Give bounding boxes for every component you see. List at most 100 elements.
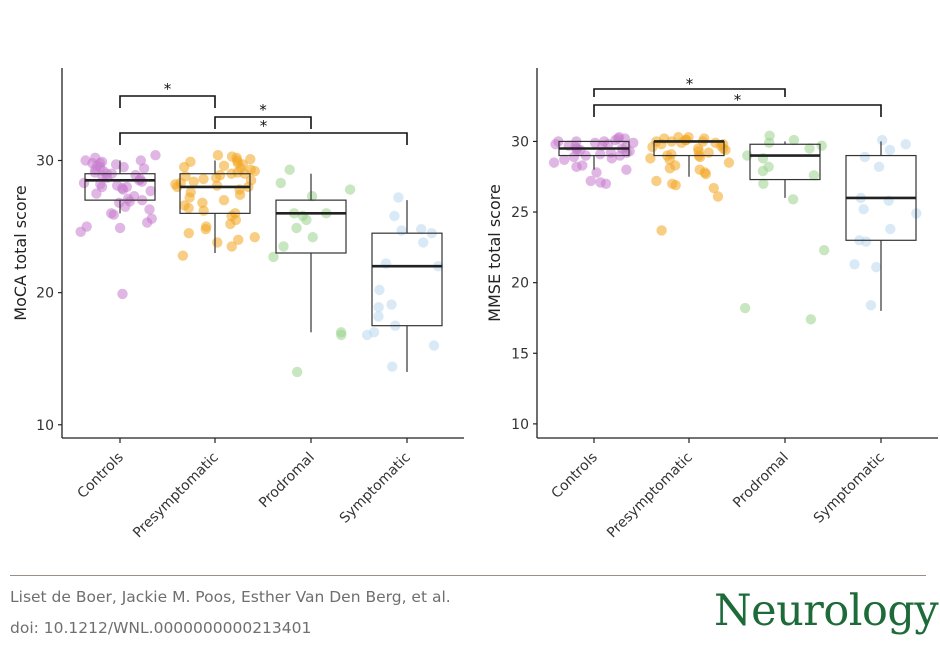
data-point-presymptomatic bbox=[218, 194, 230, 206]
box-controls bbox=[84, 173, 156, 201]
data-point-symptomatic bbox=[858, 204, 869, 215]
data-point-prodromal bbox=[278, 241, 289, 252]
data-point-prodromal bbox=[816, 140, 827, 151]
data-point-prodromal bbox=[787, 194, 799, 205]
y-tick-label: 20 bbox=[511, 276, 529, 292]
data-point-presymptomatic bbox=[233, 234, 244, 245]
data-point-presymptomatic bbox=[184, 192, 195, 203]
data-point-controls bbox=[135, 155, 147, 166]
data-point-symptomatic bbox=[374, 284, 385, 296]
journal-logo: Neurology® bbox=[714, 586, 940, 636]
data-point-prodromal bbox=[763, 137, 775, 149]
y-tick-label: 30 bbox=[511, 134, 529, 150]
data-point-prodromal bbox=[336, 329, 347, 341]
data-point-presymptomatic bbox=[645, 153, 656, 164]
data-point-presymptomatic bbox=[245, 153, 256, 165]
data-point-prodromal bbox=[306, 190, 318, 202]
data-point-prodromal bbox=[275, 177, 286, 189]
footer-divider bbox=[10, 575, 926, 576]
significance-star: * bbox=[259, 101, 267, 119]
x-tick-label-presymptomatic: Presymptomatic bbox=[130, 450, 222, 542]
data-point-presymptomatic bbox=[226, 241, 237, 252]
data-point-presymptomatic bbox=[183, 227, 194, 239]
data-point-presymptomatic bbox=[178, 161, 190, 173]
data-point-symptomatic bbox=[386, 299, 397, 310]
data-point-symptomatic bbox=[396, 225, 407, 236]
data-point-prodromal bbox=[808, 170, 820, 181]
data-point-symptomatic bbox=[393, 192, 404, 203]
data-point-symptomatic bbox=[416, 224, 427, 235]
data-point-presymptomatic bbox=[177, 250, 189, 261]
data-point-controls bbox=[117, 288, 128, 300]
data-point-prodromal bbox=[291, 222, 302, 234]
y-tick-label: 10 bbox=[511, 417, 529, 433]
footer-authors: Liset de Boer, Jackie M. Poos, Esther Va… bbox=[10, 588, 451, 606]
data-point-symptomatic bbox=[373, 311, 384, 322]
data-point-presymptomatic bbox=[183, 202, 194, 214]
data-point-symptomatic bbox=[871, 261, 882, 273]
data-point-prodromal bbox=[739, 302, 751, 314]
moca-panel: 10 20 30 MoCA total score Controls Presymptom… bbox=[11, 68, 464, 541]
data-point-presymptomatic bbox=[249, 165, 261, 177]
data-point-presymptomatic bbox=[210, 172, 222, 183]
y-tick-label: 20 bbox=[36, 286, 54, 302]
box-presymptomatic bbox=[179, 173, 251, 214]
data-point-controls bbox=[585, 175, 597, 187]
data-point-presymptomatic bbox=[712, 191, 724, 202]
data-point-prodromal bbox=[291, 366, 303, 378]
data-point-symptomatic bbox=[873, 161, 885, 173]
data-point-presymptomatic bbox=[212, 237, 223, 248]
data-point-presymptomatic bbox=[218, 160, 230, 171]
x-tick-label-prodromal: Prodromal bbox=[730, 450, 792, 512]
data-point-symptomatic bbox=[418, 237, 429, 248]
data-point-prodromal bbox=[307, 231, 318, 243]
data-point-presymptomatic bbox=[651, 175, 662, 187]
significance-bracket bbox=[593, 104, 882, 117]
data-point-presymptomatic bbox=[670, 180, 681, 191]
data-point-presymptomatic bbox=[188, 176, 199, 187]
data-point-controls bbox=[75, 226, 86, 238]
box-symptomatic bbox=[371, 232, 443, 327]
y-tick-label: 10 bbox=[36, 418, 54, 434]
data-point-presymptomatic bbox=[198, 173, 209, 185]
data-point-presymptomatic bbox=[723, 157, 735, 168]
data-point-controls bbox=[120, 201, 131, 212]
data-point-controls bbox=[550, 139, 561, 150]
y-tick-label: 30 bbox=[36, 154, 54, 170]
significance-bracket bbox=[214, 116, 312, 129]
data-point-presymptomatic bbox=[656, 225, 667, 236]
data-point-controls bbox=[606, 153, 617, 164]
data-point-symptomatic bbox=[361, 329, 373, 341]
data-point-symptomatic bbox=[884, 144, 896, 156]
data-point-symptomatic bbox=[900, 139, 911, 150]
significance-star: * bbox=[260, 117, 268, 135]
data-point-presymptomatic bbox=[198, 205, 209, 216]
significance-bracket bbox=[119, 132, 408, 145]
data-point-controls bbox=[548, 157, 560, 168]
significance-star: * bbox=[686, 75, 694, 93]
data-point-controls bbox=[145, 185, 156, 197]
y-tick-label: 15 bbox=[511, 346, 529, 362]
x-tick-label-controls: Controls bbox=[549, 450, 601, 502]
data-point-prodromal bbox=[284, 164, 295, 175]
data-point-presymptomatic bbox=[700, 168, 712, 180]
data-point-controls bbox=[144, 204, 155, 215]
data-point-prodromal bbox=[301, 214, 312, 226]
data-point-prodromal bbox=[344, 184, 356, 195]
data-point-controls bbox=[591, 167, 602, 178]
x-tick-label-presymptomatic: Presymptomatic bbox=[604, 450, 696, 542]
data-point-presymptomatic bbox=[197, 197, 208, 208]
data-point-symptomatic bbox=[865, 300, 877, 311]
data-point-controls bbox=[621, 164, 632, 175]
data-point-controls bbox=[568, 151, 580, 163]
y-tick-label: 25 bbox=[511, 205, 529, 221]
data-point-symptomatic bbox=[859, 151, 871, 163]
data-point-controls bbox=[117, 184, 129, 195]
footer-doi: doi: 10.1212/WNL.0000000000213401 bbox=[10, 619, 312, 637]
data-point-symptomatic bbox=[877, 134, 888, 146]
data-point-controls bbox=[114, 222, 126, 234]
data-point-presymptomatic bbox=[676, 137, 687, 149]
box-prodromal bbox=[749, 143, 821, 181]
data-point-controls bbox=[142, 217, 153, 228]
